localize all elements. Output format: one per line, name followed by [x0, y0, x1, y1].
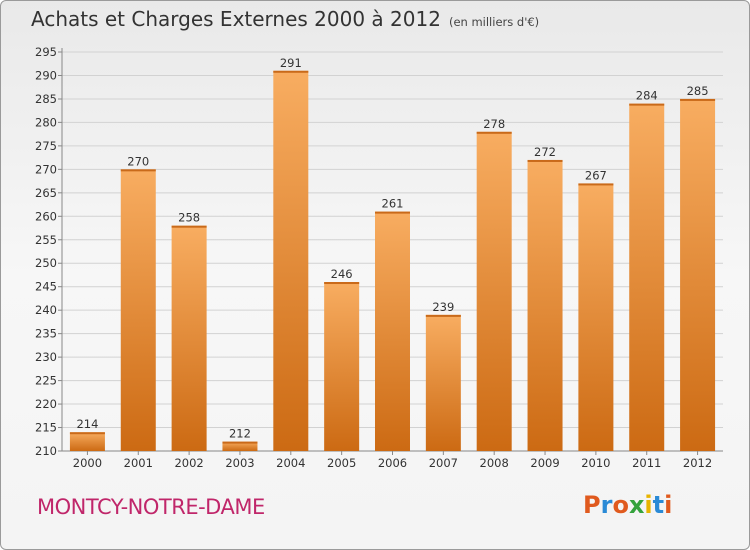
labels: 210 215 220 225 230 235 240 245 250 255 260 265 270 2… [35, 45, 712, 470]
y-tick-label: 280 [35, 115, 57, 129]
y-tick-label: 215 [35, 421, 57, 435]
x-tick-label: 2012 [683, 456, 712, 470]
bar-top-edge [680, 98, 716, 101]
bar-top-edge [69, 432, 105, 435]
data-label: 261 [382, 197, 404, 211]
y-tick-label: 245 [35, 280, 57, 294]
bar [425, 314, 461, 451]
x-tick-label: 2007 [429, 456, 458, 470]
unit-note: (en milliers d'€) [448, 15, 540, 29]
bar [273, 70, 309, 451]
bar-top-edge [375, 211, 410, 214]
x-tick-label: 2002 [174, 456, 203, 470]
x-tick-label: 2004 [276, 456, 305, 470]
city-name: MONTCY-NOTRE-DAME [37, 495, 265, 519]
x-tick-label: 2005 [327, 456, 356, 470]
data-label: 214 [76, 417, 98, 431]
y-tick-label: 285 [35, 92, 57, 106]
y-tick-label: 255 [35, 233, 57, 247]
y-tick-label: 250 [35, 256, 57, 270]
y-tick-label: 275 [35, 139, 57, 153]
data-label: 239 [432, 300, 454, 314]
bar [375, 211, 410, 451]
y-tick-label: 225 [35, 374, 57, 388]
y-tick-label: 260 [35, 209, 57, 223]
data-label: 284 [636, 89, 658, 103]
x-tick-label: 2001 [124, 456, 153, 470]
y-tick-label: 295 [35, 45, 57, 59]
data-label: 278 [483, 117, 505, 131]
bar [578, 183, 614, 451]
proxiti-logo[interactable]: Proxiti [583, 491, 672, 519]
y-tick-label: 265 [35, 186, 57, 200]
logo-letter: o [612, 491, 629, 519]
bar [680, 98, 716, 452]
data-label: 246 [331, 267, 353, 281]
bar [527, 159, 563, 451]
logo-letter: r [600, 491, 613, 519]
y-tick-label: 240 [35, 303, 57, 317]
y-tick-label: 235 [35, 327, 57, 341]
y-tick-label: 220 [35, 397, 57, 411]
bar-top-edge [171, 225, 207, 228]
data-label: 285 [687, 84, 709, 98]
y-tick-label: 210 [35, 444, 57, 458]
bar [476, 131, 512, 452]
logo-letter: i [644, 491, 653, 519]
data-label: 258 [178, 211, 200, 225]
x-tick-label: 2009 [530, 456, 559, 470]
bar-top-edge [324, 282, 360, 285]
y-tick-label: 290 [35, 68, 57, 82]
x-tick-label: 2011 [632, 456, 661, 470]
x-tick-label: 2000 [73, 456, 102, 470]
bar [629, 103, 665, 452]
bars [69, 70, 716, 452]
bar-top-edge [273, 70, 309, 73]
x-tick-label: 2008 [480, 456, 509, 470]
data-label: 267 [585, 168, 607, 182]
bar-top-edge [222, 441, 258, 444]
logo-letter: x [628, 491, 645, 519]
bar [69, 432, 105, 451]
bar-top-edge [476, 131, 512, 134]
bar-top-edge [120, 169, 156, 172]
bar [171, 225, 207, 451]
logo-letter: t [652, 491, 665, 519]
data-label: 272 [534, 145, 556, 159]
bar-top-edge [629, 103, 665, 106]
x-tick-label: 2006 [378, 456, 407, 470]
data-label: 270 [127, 154, 149, 168]
chart-title: Achats et Charges Externes 2000 à 2012 (e… [31, 7, 539, 31]
y-tick-label: 270 [35, 162, 57, 176]
chart-title-text: Achats et Charges Externes 2000 à 2012 [31, 7, 441, 31]
y-tick-label: 230 [35, 350, 57, 364]
x-tick-label: 2003 [225, 456, 254, 470]
bar [120, 169, 156, 451]
logo-letter: i [664, 491, 673, 519]
bar [222, 441, 258, 451]
bar [324, 282, 360, 451]
x-tick-label: 2010 [581, 456, 610, 470]
bar-top-edge [578, 183, 614, 186]
logo-letter: P [583, 491, 601, 519]
data-label: 291 [280, 56, 302, 70]
bar-top-edge [527, 159, 563, 162]
bar-top-edge [425, 314, 461, 317]
data-label: 212 [229, 427, 251, 441]
